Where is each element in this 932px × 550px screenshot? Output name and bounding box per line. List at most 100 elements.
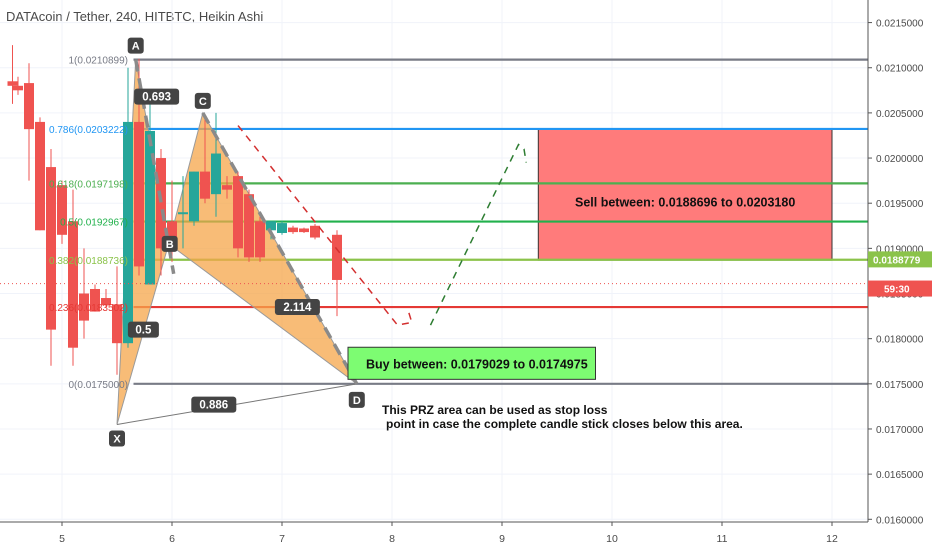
candle-body [189, 171, 199, 222]
candle-body [156, 158, 166, 249]
candle-body [90, 288, 100, 312]
sell-zone-label: Sell between: 0.0188696 to 0.0203180 [575, 195, 795, 209]
candle-body [13, 85, 23, 91]
pattern-point-box [348, 391, 365, 408]
buy-zone-label: Buy between: 0.0179029 to 0.0174975 [366, 357, 588, 371]
candle-body [79, 293, 89, 321]
candle-body [255, 221, 265, 258]
x-tick-label: 10 [606, 533, 618, 545]
dashed-leg-cd [201, 112, 359, 385]
y-tick-label: 0.0165000 [876, 470, 924, 481]
countdown-axis-label-text: 59:30 [884, 285, 910, 296]
candle-body [112, 304, 122, 344]
x-tick-label: 8 [389, 533, 395, 545]
fib-level-label: 0.236(0.0183502) [49, 303, 128, 314]
projection-up-path [429, 143, 527, 326]
y-tick-label: 0.0160000 [876, 515, 924, 526]
pattern-point-box [127, 37, 144, 54]
pattern-point-text: B [166, 239, 174, 251]
candle-body [145, 130, 155, 285]
x-tick-label: 6 [169, 533, 175, 545]
pattern-point-text: C [199, 96, 207, 108]
note-text: This PRZ area can be used as stop loss [382, 403, 608, 417]
candle-body [123, 121, 133, 344]
ratio-label-text: 0.5 [135, 325, 152, 337]
y-tick-label: 0.0170000 [876, 425, 924, 436]
ratio-label-box [274, 299, 320, 316]
candle-body [277, 223, 287, 234]
fib-level-label: 0(0.0175000) [69, 380, 129, 391]
candle-body [35, 121, 45, 231]
pattern-point-x: X [109, 430, 125, 447]
pattern-xd-line [116, 383, 357, 425]
candle-body [46, 167, 56, 330]
ratio-label-text: 2.114 [283, 302, 312, 314]
candle-body [24, 83, 34, 130]
x-tick-label: 11 [717, 533, 728, 545]
price-axis-label: 0.0188779 [868, 251, 932, 268]
candle-body [222, 185, 232, 190]
y-axis-panel [868, 0, 932, 550]
fib-level-label: 1(0.0210899) [69, 56, 129, 67]
pattern-point-d: D [348, 391, 365, 408]
candle-body [244, 194, 254, 258]
y-tick-label: 0.0200000 [876, 154, 924, 165]
chart-title: DATAcoin / Tether, 240, HITBTC, Heikin A… [6, 9, 264, 24]
candle-body [101, 298, 111, 306]
ratio-label: 2.114 [274, 299, 320, 316]
projection-down-path [237, 125, 413, 326]
pattern-point-text: D [353, 395, 361, 407]
candle-body [288, 227, 298, 233]
candle-body [134, 121, 144, 267]
ratio-label: 0.5 [127, 321, 159, 338]
candle-body [57, 185, 67, 235]
ratio-label-text: 0.886 [199, 400, 228, 412]
ratio-label-box [134, 88, 180, 105]
y-tick-label: 0.0205000 [876, 109, 924, 120]
y-tick-label: 0.0190000 [876, 244, 924, 255]
pattern-point-c: C [194, 92, 211, 109]
y-tick-label: 0.0180000 [876, 335, 924, 346]
fib-level-label: 0.786(0.0203222) [49, 125, 128, 136]
candle-body [200, 171, 210, 199]
ratio-label-box [127, 321, 159, 338]
price-axis-label-text: 0.0188779 [873, 255, 921, 266]
note-text: point in case the complete candle stick … [386, 417, 743, 431]
candle-body [310, 225, 320, 238]
x-tick-label: 7 [279, 533, 285, 545]
ratio-label: 0.886 [191, 396, 237, 413]
candle-body [7, 81, 18, 86]
fib-level-label: 0.382(0.0188736) [49, 256, 128, 267]
candle-body [299, 228, 309, 233]
pattern-point-text: X [113, 433, 121, 445]
candle-body [211, 153, 221, 195]
buy-zone [347, 346, 596, 380]
sell-zone [537, 128, 833, 261]
fib-level-label: 0.5(0.0192967) [60, 218, 128, 229]
y-tick-label: 0.0215000 [876, 19, 924, 30]
candle-body [68, 221, 78, 348]
x-tick-label: 9 [499, 533, 505, 545]
pattern-point-a: A [127, 37, 144, 54]
candle-body [233, 176, 243, 249]
y-tick-label: 0.0195000 [876, 199, 924, 210]
pattern-point-box [109, 430, 125, 447]
countdown-axis-label: 59:30 [868, 280, 932, 297]
candle-body [167, 221, 177, 240]
ratio-label-box [191, 396, 237, 413]
candle-body [178, 212, 188, 215]
y-tick-label: 0.0210000 [876, 64, 924, 75]
fib-level-label: 0.618(0.0197198) [49, 179, 128, 190]
pattern-point-box [194, 92, 211, 109]
candle-body [266, 221, 276, 231]
candle-body [332, 234, 342, 280]
countdown-axis-label-box [868, 280, 932, 297]
ratio-label: 0.693 [134, 88, 180, 105]
ratio-label-text: 0.693 [142, 92, 171, 104]
pattern-point-b: B [161, 235, 178, 252]
x-tick-label: 5 [59, 533, 65, 545]
price-axis-label-box [868, 251, 932, 268]
pattern-point-box [161, 235, 178, 252]
x-tick-label: 12 [826, 533, 838, 545]
